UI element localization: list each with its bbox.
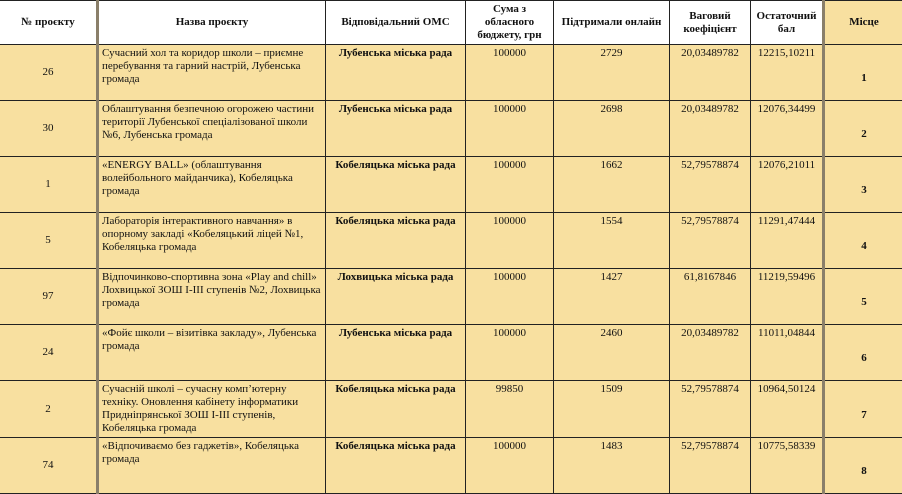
cell-oms: Лубенська міська рада xyxy=(326,101,466,157)
cell-weight-coef: 52,79578874 xyxy=(670,157,751,213)
header-row: № проєкту Назва проєкту Відповідальний О… xyxy=(0,1,902,45)
cell-online-support: 1662 xyxy=(554,157,670,213)
cell-budget-sum: 100000 xyxy=(466,45,554,101)
cell-project-number: 97 xyxy=(0,269,98,325)
cell-weight-coef: 52,79578874 xyxy=(670,213,751,269)
header-weight-coef: Ваговий коефіцієнт xyxy=(670,1,751,45)
cell-budget-sum: 100000 xyxy=(466,157,554,213)
cell-project-name: Відпочинково-спортивна зона «Play and ch… xyxy=(98,269,326,325)
header-project-name: Назва проєкту xyxy=(98,1,326,45)
cell-project-name: «ENERGY BALL» (облаштування волейбольног… xyxy=(98,157,326,213)
cell-final-score: 12215,10211 xyxy=(751,45,824,101)
cell-place: 7 xyxy=(824,381,902,438)
header-oms: Відповідальний ОМС xyxy=(326,1,466,45)
cell-project-name: Сучасній школі – сучасну комп’ютерну тех… xyxy=(98,381,326,438)
cell-final-score: 10775,58339 xyxy=(751,438,824,494)
cell-final-score: 11219,59496 xyxy=(751,269,824,325)
cell-project-number: 2 xyxy=(0,381,98,438)
cell-final-score: 12076,34499 xyxy=(751,101,824,157)
header-place: Місце xyxy=(824,1,902,45)
cell-project-name: Облаштування безпечною огорожею частини … xyxy=(98,101,326,157)
cell-weight-coef: 20,03489782 xyxy=(670,101,751,157)
cell-project-number: 74 xyxy=(0,438,98,494)
cell-place: 2 xyxy=(824,101,902,157)
header-online-support: Підтримали онлайн xyxy=(554,1,670,45)
cell-project-number: 26 xyxy=(0,45,98,101)
cell-budget-sum: 100000 xyxy=(466,325,554,381)
header-project-number: № проєкту xyxy=(0,1,98,45)
cell-online-support: 2698 xyxy=(554,101,670,157)
cell-final-score: 11011,04844 xyxy=(751,325,824,381)
cell-oms: Кобеляцька міська рада xyxy=(326,438,466,494)
cell-project-number: 30 xyxy=(0,101,98,157)
cell-oms: Лубенська міська рада xyxy=(326,325,466,381)
cell-weight-coef: 52,79578874 xyxy=(670,381,751,438)
cell-project-number: 1 xyxy=(0,157,98,213)
cell-budget-sum: 100000 xyxy=(466,438,554,494)
cell-online-support: 1427 xyxy=(554,269,670,325)
cell-place: 4 xyxy=(824,213,902,269)
cell-place: 1 xyxy=(824,45,902,101)
cell-project-number: 24 xyxy=(0,325,98,381)
cell-final-score: 11291,47444 xyxy=(751,213,824,269)
cell-weight-coef: 20,03489782 xyxy=(670,325,751,381)
cell-place: 3 xyxy=(824,157,902,213)
cell-place: 6 xyxy=(824,325,902,381)
cell-weight-coef: 20,03489782 xyxy=(670,45,751,101)
cell-weight-coef: 61,8167846 xyxy=(670,269,751,325)
cell-project-name: «Відпочиваємо без гаджетів», Кобеляцька … xyxy=(98,438,326,494)
header-final-score: Остаточний бал xyxy=(751,1,824,45)
cell-project-name: Лабораторія інтерактивного навчання» в о… xyxy=(98,213,326,269)
cell-project-name: «Фойє школи – візитівка закладу», Лубенс… xyxy=(98,325,326,381)
table-row: 74«Відпочиваємо без гаджетів», Кобеляцьк… xyxy=(0,438,902,494)
table-row: 24«Фойє школи – візитівка закладу», Лубе… xyxy=(0,325,902,381)
cell-place: 8 xyxy=(824,438,902,494)
cell-online-support: 2729 xyxy=(554,45,670,101)
cell-budget-sum: 100000 xyxy=(466,213,554,269)
cell-oms: Кобеляцька міська рада xyxy=(326,381,466,438)
cell-final-score: 10964,50124 xyxy=(751,381,824,438)
cell-weight-coef: 52,79578874 xyxy=(670,438,751,494)
cell-budget-sum: 99850 xyxy=(466,381,554,438)
cell-online-support: 1554 xyxy=(554,213,670,269)
cell-budget-sum: 100000 xyxy=(466,101,554,157)
cell-oms: Кобеляцька міська рада xyxy=(326,157,466,213)
cell-place: 5 xyxy=(824,269,902,325)
cell-oms: Лубенська міська рада xyxy=(326,45,466,101)
cell-oms: Кобеляцька міська рада xyxy=(326,213,466,269)
cell-budget-sum: 100000 xyxy=(466,269,554,325)
cell-online-support: 1483 xyxy=(554,438,670,494)
cell-project-name: Сучасний хол та коридор школи – приємне … xyxy=(98,45,326,101)
cell-online-support: 1509 xyxy=(554,381,670,438)
cell-online-support: 2460 xyxy=(554,325,670,381)
cell-project-number: 5 xyxy=(0,213,98,269)
cell-oms: Лохвицька міська рада xyxy=(326,269,466,325)
table-row: 1«ENERGY BALL» (облаштування волейбольно… xyxy=(0,157,902,213)
header-budget-sum: Сума з обласного бюджету, грн xyxy=(466,1,554,45)
cell-final-score: 12076,21011 xyxy=(751,157,824,213)
